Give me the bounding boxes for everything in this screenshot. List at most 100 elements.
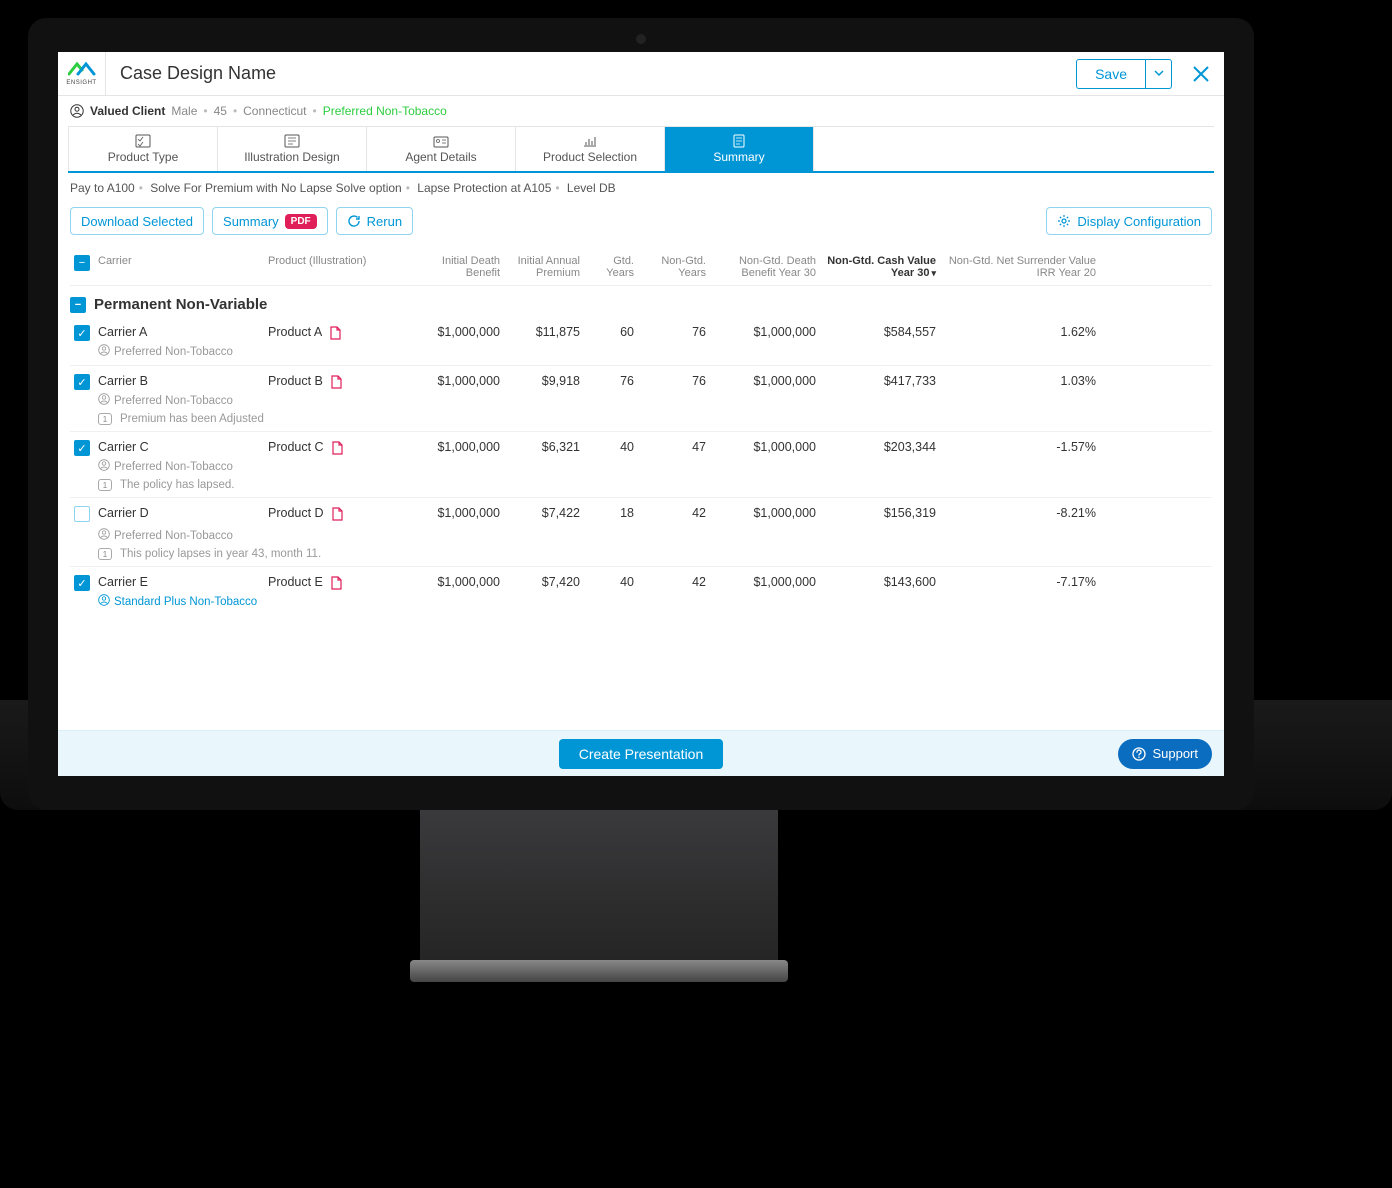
support-button[interactable]: Support	[1118, 739, 1212, 769]
col-ngtd-db30[interactable]: Non-Gtd. Death Benefit Year 30	[710, 255, 820, 279]
rerun-button[interactable]: Rerun	[336, 207, 413, 235]
topbar: ENSIGHT Case Design Name Save	[58, 52, 1224, 96]
row-risk-class: Preferred Non-Tobacco	[70, 458, 1212, 478]
cell-product: Product B	[264, 374, 414, 389]
client-risk-class: Preferred Non-Tobacco	[323, 104, 447, 118]
brand-logo: ENSIGHT	[58, 52, 106, 96]
id-card-icon	[433, 134, 449, 148]
row-risk-class[interactable]: Standard Plus Non-Tobacco	[70, 593, 1212, 613]
pdf-file-icon[interactable]	[329, 576, 343, 590]
group-checkbox[interactable]: −	[70, 297, 86, 313]
comparison-table: − Carrier Product (Illustration) Initial…	[58, 245, 1224, 730]
col-ngtd-irr20[interactable]: Non-Gtd. Net Surrender Value IRR Year 20	[940, 255, 1100, 279]
refresh-icon	[347, 214, 361, 228]
pdf-file-icon[interactable]	[329, 375, 343, 389]
pdf-file-icon[interactable]	[328, 326, 342, 340]
cell-init-db: $1,000,000	[414, 506, 504, 520]
col-ngtd-years[interactable]: Non-Gtd. Years	[638, 255, 710, 279]
cell-irr20: -7.17%	[940, 575, 1100, 589]
group-header: − Permanent Non-Variable	[70, 286, 1212, 319]
wizard-tabs: Product Type Illustration Design Agent D…	[68, 126, 1214, 173]
col-ngtd-cash30[interactable]: Non-Gtd. Cash Value Year 30▾	[820, 255, 940, 279]
pdf-file-icon[interactable]	[330, 507, 344, 521]
table-header: − Carrier Product (Illustration) Initial…	[70, 245, 1212, 286]
create-presentation-button[interactable]: Create Presentation	[559, 739, 724, 769]
brand-name: ENSIGHT	[66, 80, 96, 86]
save-dropdown-button[interactable]	[1146, 59, 1172, 89]
row-checkbox[interactable]: ✓	[74, 575, 90, 591]
document-icon	[284, 134, 300, 148]
row-checkbox[interactable]: ✓	[74, 325, 90, 341]
tab-illustration-design[interactable]: Illustration Design	[217, 127, 367, 171]
footer-bar: Create Presentation Support	[58, 730, 1224, 776]
col-gtd-years[interactable]: Gtd. Years	[584, 255, 638, 279]
display-configuration-button[interactable]: Display Configuration	[1046, 207, 1212, 235]
cell-ngtd: 42	[638, 575, 710, 589]
close-icon[interactable]	[1190, 63, 1212, 85]
table-row: ✓Carrier AProduct A$1,000,000$11,8756076…	[70, 319, 1212, 343]
cell-db30: $1,000,000	[710, 506, 820, 520]
table-row: ✓Carrier CProduct C$1,000,000$6,3214047$…	[70, 434, 1212, 458]
cell-carrier: Carrier E	[94, 575, 264, 589]
cell-cash30: $584,557	[820, 325, 940, 339]
client-age: 45	[214, 104, 227, 118]
group-title: Permanent Non-Variable	[94, 296, 267, 313]
ensight-logo-icon	[68, 61, 96, 79]
cell-cash30: $417,733	[820, 374, 940, 388]
client-name: Valued Client	[90, 104, 165, 118]
solve-breadcrumb: Pay to A100• Solve For Premium with No L…	[58, 173, 1224, 203]
cell-ngtd: 76	[638, 325, 710, 339]
row-checkbox[interactable]: ✓	[74, 374, 90, 390]
table-row: ✓Carrier BProduct B$1,000,000$9,9187676$…	[70, 368, 1212, 392]
cell-cash30: $156,319	[820, 506, 940, 520]
cell-carrier: Carrier C	[94, 440, 264, 454]
tab-summary[interactable]: Summary	[664, 127, 814, 171]
table-row: Carrier DProduct D$1,000,000$7,4221842$1…	[70, 500, 1212, 527]
client-info-bar: Valued Client Male • 45 • Connecticut • …	[58, 96, 1224, 126]
cell-irr20: -1.57%	[940, 440, 1100, 454]
save-button[interactable]: Save	[1076, 59, 1146, 89]
select-all-checkbox[interactable]: −	[74, 255, 90, 271]
row-risk-class: Preferred Non-Tobacco	[70, 392, 1212, 412]
cell-db30: $1,000,000	[710, 325, 820, 339]
col-carrier[interactable]: Carrier	[94, 255, 264, 267]
cell-init-prem: $9,918	[504, 374, 584, 388]
gear-icon	[1057, 214, 1071, 228]
chevron-down-icon	[1154, 68, 1164, 78]
pdf-badge: PDF	[285, 214, 317, 229]
cell-carrier: Carrier D	[94, 506, 264, 520]
cell-init-prem: $11,875	[504, 325, 584, 339]
client-state: Connecticut	[243, 104, 306, 118]
checklist-icon	[135, 134, 151, 148]
row-checkbox[interactable]: ✓	[74, 440, 90, 456]
pdf-file-icon[interactable]	[330, 441, 344, 455]
row-risk-class: Preferred Non-Tobacco	[70, 527, 1212, 547]
cell-gtd: 60	[584, 325, 638, 339]
col-init-prem[interactable]: Initial Annual Premium	[504, 255, 584, 279]
cell-gtd: 40	[584, 575, 638, 589]
cell-irr20: -8.21%	[940, 506, 1100, 520]
row-checkbox[interactable]	[74, 506, 90, 522]
cell-init-db: $1,000,000	[414, 325, 504, 339]
download-selected-button[interactable]: Download Selected	[70, 207, 204, 235]
help-icon	[1132, 747, 1146, 761]
tab-product-type[interactable]: Product Type	[68, 127, 218, 171]
cell-gtd: 18	[584, 506, 638, 520]
cell-irr20: 1.03%	[940, 374, 1100, 388]
cell-irr20: 1.62%	[940, 325, 1100, 339]
tab-agent-details[interactable]: Agent Details	[366, 127, 516, 171]
cell-init-db: $1,000,000	[414, 440, 504, 454]
col-init-db[interactable]: Initial Death Benefit	[414, 255, 504, 279]
row-note: 1Premium has been Adjusted	[70, 412, 1212, 429]
cell-init-prem: $7,422	[504, 506, 584, 520]
cell-init-db: $1,000,000	[414, 374, 504, 388]
person-icon	[70, 104, 84, 118]
cell-init-db: $1,000,000	[414, 575, 504, 589]
cell-ngtd: 76	[638, 374, 710, 388]
app-screen: ENSIGHT Case Design Name Save Valued Cli…	[58, 52, 1224, 776]
cell-ngtd: 42	[638, 506, 710, 520]
col-product[interactable]: Product (Illustration)	[264, 255, 414, 267]
summary-pdf-button[interactable]: Summary PDF	[212, 207, 328, 235]
cell-init-prem: $6,321	[504, 440, 584, 454]
tab-product-selection[interactable]: Product Selection	[515, 127, 665, 171]
